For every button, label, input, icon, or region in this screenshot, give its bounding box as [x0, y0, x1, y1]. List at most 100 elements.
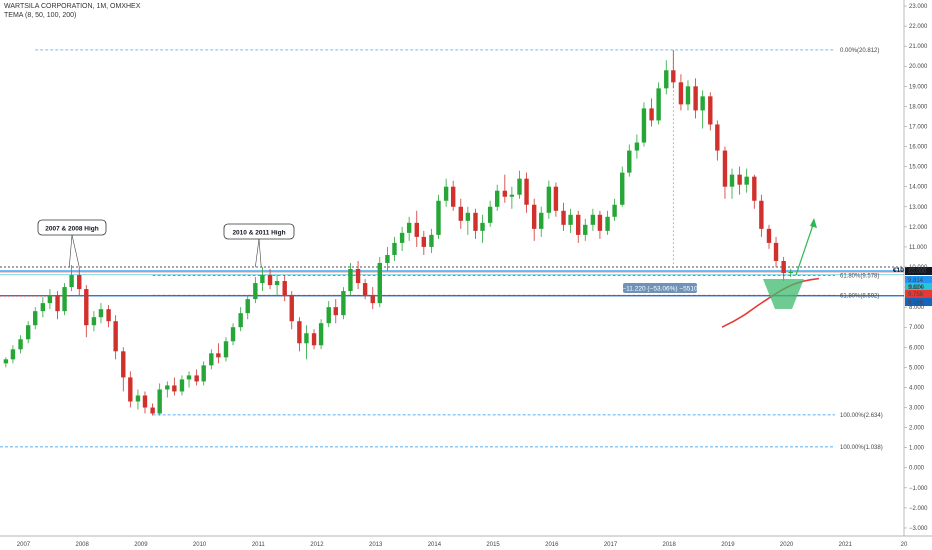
candle-body[interactable]: [3, 359, 9, 364]
candle-body[interactable]: [561, 210, 566, 225]
candle-body[interactable]: [77, 275, 82, 290]
candle-body[interactable]: [752, 176, 757, 201]
candle-body[interactable]: [341, 291, 346, 316]
projection-arrow[interactable]: [795, 221, 815, 276]
candle-body[interactable]: [274, 281, 280, 286]
measure-tool[interactable]: −11.220 (−53.06%) −5510: [622, 283, 698, 293]
candle-body[interactable]: [318, 323, 324, 346]
candle-body[interactable]: [671, 70, 676, 83]
candle-body[interactable]: [362, 283, 368, 296]
candle-body[interactable]: [568, 214, 573, 225]
candle-body[interactable]: [172, 385, 177, 392]
candle-body[interactable]: [583, 224, 588, 235]
candle-body[interactable]: [458, 206, 464, 221]
candle-body[interactable]: [406, 222, 412, 233]
candle-body[interactable]: [260, 275, 265, 284]
candle-body[interactable]: [539, 212, 544, 229]
candle-body[interactable]: [590, 214, 596, 225]
candle-body[interactable]: [473, 212, 478, 231]
candle-body[interactable]: [553, 186, 559, 211]
candle-body[interactable]: [186, 375, 192, 380]
candle-body[interactable]: [333, 307, 338, 316]
candle-body[interactable]: [55, 295, 60, 312]
candle-body[interactable]: [524, 178, 529, 205]
candle-body[interactable]: [18, 339, 23, 350]
candle-body[interactable]: [135, 395, 141, 402]
candle-body[interactable]: [157, 389, 162, 414]
candle-body[interactable]: [678, 82, 684, 105]
candle-body[interactable]: [612, 204, 617, 217]
candle-body[interactable]: [253, 283, 258, 300]
candle-body[interactable]: [722, 150, 728, 187]
candle-body[interactable]: [773, 242, 779, 261]
candle-body[interactable]: [245, 299, 250, 314]
candle-body[interactable]: [98, 309, 104, 318]
candle-body[interactable]: [546, 186, 552, 213]
candle-body[interactable]: [392, 242, 397, 255]
candle-body[interactable]: [194, 375, 199, 382]
candle-body[interactable]: [480, 222, 485, 231]
candle-body[interactable]: [216, 353, 221, 358]
candle-body[interactable]: [759, 200, 764, 229]
candle-body[interactable]: [377, 262, 382, 304]
candle-body[interactable]: [700, 96, 705, 111]
candle-body[interactable]: [25, 325, 31, 340]
candle-body[interactable]: [69, 275, 74, 288]
candle-body[interactable]: [223, 341, 229, 358]
candle-body[interactable]: [436, 200, 441, 235]
candle-body[interactable]: [708, 96, 713, 125]
candle-body[interactable]: [399, 232, 405, 243]
candle-body[interactable]: [62, 287, 67, 312]
candle-body[interactable]: [685, 86, 691, 105]
candle-body[interactable]: [627, 150, 632, 173]
candle-body[interactable]: [311, 333, 317, 346]
candle-body[interactable]: [238, 313, 243, 328]
candle-body[interactable]: [421, 236, 427, 247]
candle-body[interactable]: [450, 186, 456, 207]
candle-body[interactable]: [179, 379, 185, 392]
candle-body[interactable]: [641, 108, 647, 143]
callout-2007-2008-high[interactable]: 2007 & 2008 High: [37, 219, 107, 268]
candle-body[interactable]: [84, 289, 89, 326]
candle-body[interactable]: [209, 353, 214, 366]
candle-body[interactable]: [414, 222, 419, 237]
candle-body[interactable]: [106, 309, 111, 322]
candle-body[interactable]: [165, 385, 170, 390]
candle-body[interactable]: [201, 365, 206, 382]
candle-body[interactable]: [766, 228, 772, 243]
candle-body[interactable]: [502, 190, 508, 197]
candle-body[interactable]: [348, 269, 353, 292]
candle-body[interactable]: [605, 216, 610, 231]
callout-2010-2011-high[interactable]: 2010 & 2011 High: [223, 223, 295, 268]
candle-body[interactable]: [494, 190, 500, 207]
candle-body[interactable]: [744, 176, 749, 185]
candle-body[interactable]: [576, 214, 581, 235]
candle-body[interactable]: [465, 212, 471, 221]
candle-body[interactable]: [509, 194, 515, 197]
candle-body[interactable]: [289, 295, 294, 322]
candle-body[interactable]: [715, 124, 720, 151]
candle-body[interactable]: [142, 395, 148, 408]
candle-body[interactable]: [634, 142, 640, 151]
candle-body[interactable]: [693, 86, 698, 111]
candle-body[interactable]: [40, 303, 46, 312]
candle-body[interactable]: [91, 317, 97, 326]
candle-body[interactable]: [10, 349, 16, 360]
candle-body[interactable]: [385, 254, 390, 263]
candle-body[interactable]: [729, 174, 735, 187]
candle-body[interactable]: [597, 214, 603, 231]
candle-body[interactable]: [304, 333, 309, 344]
target-zone[interactable]: [763, 279, 804, 309]
candle-body[interactable]: [230, 327, 236, 342]
candle-body[interactable]: [267, 275, 273, 286]
candle-body[interactable]: [664, 70, 669, 89]
candle-body[interactable]: [370, 295, 375, 304]
candle-body[interactable]: [297, 321, 302, 344]
candle-body[interactable]: [47, 295, 53, 304]
candle-body[interactable]: [788, 271, 793, 274]
candle-body[interactable]: [649, 108, 654, 121]
candle-body[interactable]: [355, 269, 361, 284]
candle-body[interactable]: [128, 377, 133, 402]
candle-body[interactable]: [326, 307, 331, 324]
candle-body[interactable]: [429, 234, 434, 247]
